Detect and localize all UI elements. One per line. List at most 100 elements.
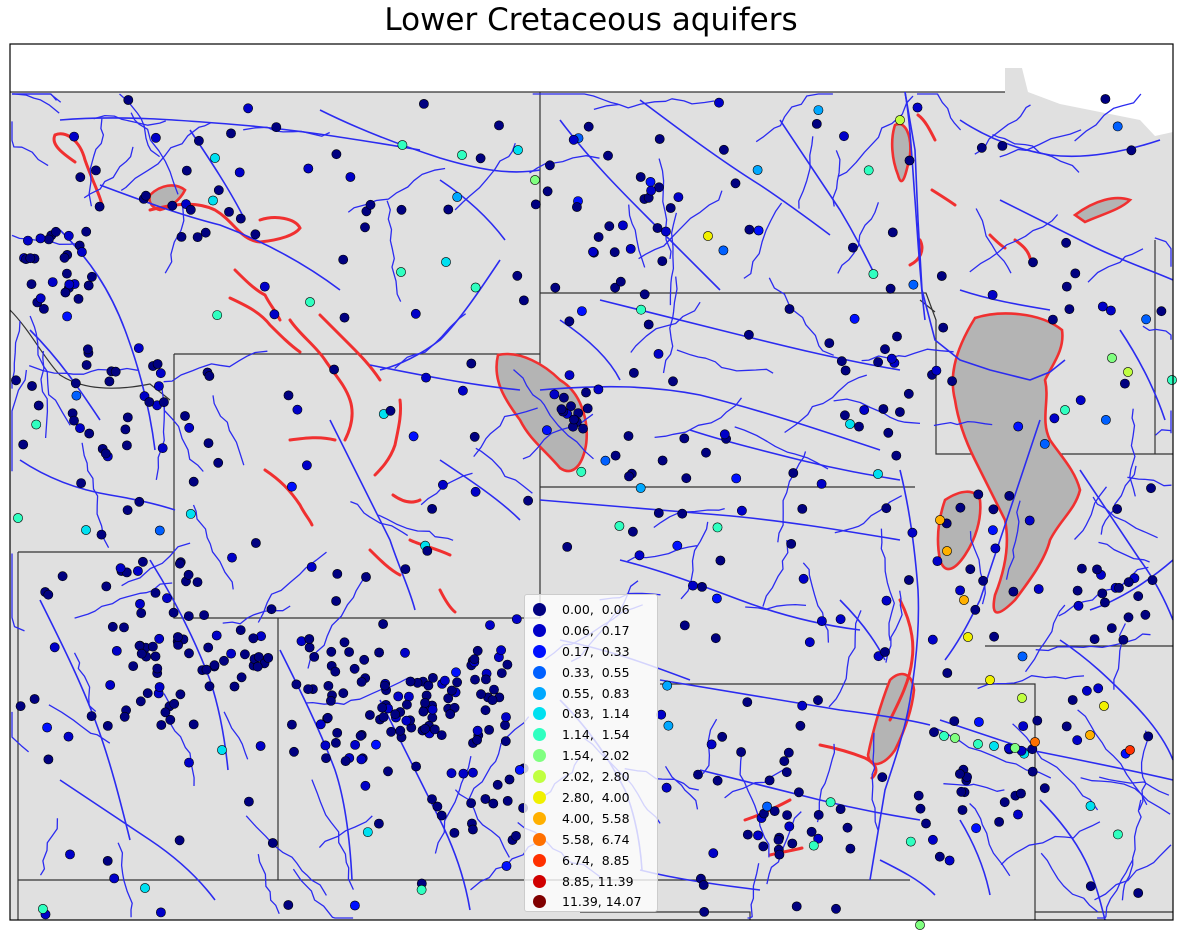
station-point bbox=[813, 833, 824, 844]
station-point bbox=[808, 840, 819, 851]
station-point bbox=[436, 730, 447, 740]
station-point bbox=[845, 843, 856, 854]
station-point bbox=[672, 540, 683, 551]
station-point bbox=[842, 822, 853, 833]
river bbox=[121, 542, 191, 587]
station-point bbox=[234, 167, 245, 178]
station-point bbox=[892, 331, 902, 342]
station-point bbox=[873, 357, 883, 368]
station-point bbox=[628, 526, 638, 537]
station-point bbox=[955, 769, 965, 779]
station-point bbox=[519, 295, 529, 306]
station-point bbox=[289, 746, 299, 757]
station-point bbox=[326, 646, 337, 657]
station-point bbox=[1097, 301, 1108, 312]
station-point bbox=[878, 404, 889, 414]
station-point bbox=[904, 575, 914, 585]
station-point bbox=[378, 619, 388, 629]
legend-swatch bbox=[533, 623, 546, 637]
station-point bbox=[33, 400, 44, 411]
station-point bbox=[564, 370, 575, 380]
station-point bbox=[42, 722, 52, 733]
river bbox=[833, 398, 921, 425]
station-point bbox=[303, 684, 313, 694]
station-point bbox=[568, 134, 579, 145]
station-point bbox=[1106, 305, 1116, 316]
station-point bbox=[679, 433, 690, 444]
station-point bbox=[87, 271, 97, 282]
station-point bbox=[445, 709, 456, 720]
station-point bbox=[360, 222, 370, 233]
station-point bbox=[762, 801, 772, 812]
station-point bbox=[47, 277, 58, 287]
station-point bbox=[271, 122, 282, 132]
station-point bbox=[75, 172, 86, 183]
legend-entry: 6.74, 8.85 bbox=[533, 850, 657, 871]
station-point bbox=[523, 495, 533, 506]
station-point bbox=[325, 696, 336, 706]
station-point bbox=[719, 429, 730, 440]
station-point bbox=[349, 663, 360, 674]
station-point bbox=[470, 674, 480, 685]
station-point bbox=[813, 105, 824, 115]
station-point bbox=[250, 229, 261, 240]
river bbox=[1142, 325, 1172, 340]
station-point bbox=[470, 486, 481, 497]
legend-entry: 0.83, 1.14 bbox=[533, 703, 657, 724]
station-point bbox=[81, 360, 92, 370]
station-point bbox=[845, 419, 855, 429]
station-point bbox=[396, 267, 406, 277]
station-point bbox=[371, 739, 381, 750]
station-point bbox=[123, 95, 134, 105]
station-point bbox=[1113, 829, 1123, 840]
station-point bbox=[418, 99, 429, 109]
station-point bbox=[211, 630, 222, 641]
river bbox=[11, 121, 49, 167]
aquifer-outline bbox=[916, 113, 937, 142]
station-point bbox=[209, 660, 220, 671]
station-point bbox=[27, 381, 37, 391]
station-point bbox=[615, 276, 626, 287]
legend-swatch bbox=[533, 728, 546, 742]
aquifer-outlines bbox=[52, 113, 1133, 857]
water-areas bbox=[10, 44, 1173, 136]
river bbox=[292, 868, 354, 919]
river bbox=[724, 768, 791, 799]
station-point bbox=[1133, 591, 1144, 602]
river bbox=[59, 779, 216, 901]
station-point bbox=[267, 838, 278, 848]
station-point bbox=[137, 556, 148, 567]
station-point bbox=[624, 471, 634, 482]
river bbox=[40, 351, 49, 439]
river bbox=[28, 364, 138, 375]
station-point bbox=[25, 253, 36, 264]
river bbox=[11, 553, 25, 632]
station-point bbox=[569, 414, 579, 425]
station-point bbox=[488, 798, 499, 809]
station-point bbox=[165, 714, 176, 725]
river bbox=[662, 276, 678, 374]
station-point bbox=[712, 775, 723, 786]
river bbox=[755, 93, 833, 143]
station-point bbox=[252, 661, 263, 672]
station-point bbox=[115, 563, 126, 574]
station-point bbox=[355, 730, 366, 741]
station-point bbox=[452, 677, 462, 688]
station-point bbox=[102, 721, 113, 731]
station-point bbox=[18, 439, 29, 450]
station-point bbox=[784, 821, 795, 832]
legend-swatch bbox=[533, 770, 546, 784]
station-point bbox=[349, 900, 360, 911]
station-point bbox=[119, 711, 130, 722]
river bbox=[1119, 329, 1166, 421]
station-point bbox=[604, 221, 615, 232]
river bbox=[777, 451, 807, 543]
station-point bbox=[997, 140, 1008, 151]
river bbox=[163, 350, 268, 383]
river bbox=[943, 783, 1005, 792]
station-point bbox=[1107, 353, 1117, 363]
station-point bbox=[665, 203, 676, 213]
station-point bbox=[1075, 395, 1086, 406]
station-point bbox=[167, 200, 178, 211]
station-point bbox=[109, 873, 120, 884]
